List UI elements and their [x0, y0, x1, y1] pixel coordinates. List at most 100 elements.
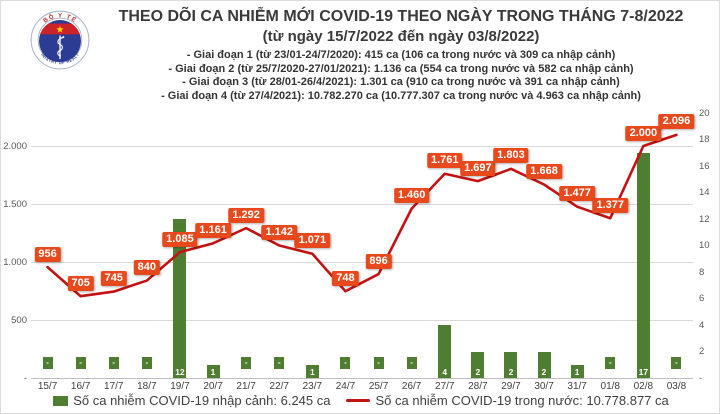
y2-axis-tick-label: 6	[699, 293, 705, 304]
line-point-label: 2.000	[625, 125, 662, 141]
line-point-label: 745	[100, 271, 127, 287]
legend-line-label: Số ca nhiễm COVID-19 trong nước: 10.778.…	[375, 393, 669, 408]
x-axis-tick-label: 25/7	[368, 381, 389, 392]
y-axis-tick-label: -	[23, 373, 27, 384]
line-point-label: 840	[133, 260, 161, 276]
x-axis-tick-label: 16/7	[70, 381, 91, 392]
import-cases-zero-marker: -	[108, 357, 119, 369]
legend-line-swatch-icon	[346, 399, 371, 402]
import-cases-bar: 2	[471, 351, 485, 378]
import-cases-bar: 4	[438, 325, 452, 378]
y2-axis-tick-label: 10	[699, 240, 710, 251]
y-axis-tick-label: 1.500	[3, 199, 27, 210]
line-point-label: 1.477	[559, 186, 595, 202]
y-axis-tick-label: 500	[11, 315, 27, 326]
x-axis-tick-label: 24/7	[335, 381, 356, 392]
line-point-label: 956	[34, 246, 61, 262]
bar-value-label: 2	[541, 367, 547, 377]
x-axis-tick-label: 31/7	[567, 381, 587, 392]
line-point-label: 1.803	[493, 148, 529, 164]
legend-item-imported: Số ca nhiễm COVID-19 nhập cảnh: 6.245 ca	[53, 393, 330, 408]
import-cases-zero-marker: -	[340, 357, 351, 369]
stage-2-summary: - Giai đoạn 2 (từ 25/7/2020-27/01/2021):…	[168, 62, 634, 75]
y2-axis-tick-label: -	[699, 372, 703, 384]
x-axis-tick-label: 27/7	[435, 381, 455, 392]
legend-bar-swatch-icon	[53, 395, 69, 406]
import-cases-zero-marker: -	[671, 357, 682, 369]
import-cases-zero-marker: -	[141, 357, 152, 369]
bar-value-label: 2	[475, 367, 481, 377]
import-cases-zero-marker: -	[373, 357, 384, 369]
bar-value-label: 17	[638, 367, 649, 377]
ministry-of-health-logo: BỘ Y TẾ MINISTRY OF HEALTH	[29, 5, 90, 70]
line-point-label: 1.460	[393, 188, 430, 204]
y-axis-tick-label: 2.000	[3, 141, 27, 152]
stage-summary-list: - Giai đoạn 1 (từ 23/01-24/7/2020): 415 …	[89, 49, 713, 103]
bar-value-label: 1	[574, 367, 580, 377]
import-cases-zero-marker: -	[274, 357, 285, 369]
y-axis-tick-label: 1.000	[3, 257, 27, 268]
import-cases-zero-marker: -	[241, 357, 252, 369]
x-axis-line	[31, 378, 693, 379]
line-point-label: 1.761	[426, 153, 463, 169]
stage-3-summary: - Giai đoạn 3 (từ 28/01-26/4/2021): 1.30…	[182, 76, 620, 88]
x-axis-tick-label: 21/7	[236, 381, 256, 392]
legend-item-domestic: Số ca nhiễm COVID-19 trong nước: 10.778.…	[346, 393, 669, 408]
line-point-label: 1.292	[228, 207, 264, 223]
header: THEO DÕI CA NHIỄM MỚI COVID-19 THEO NGÀY…	[89, 7, 713, 103]
y2-axis-tick-label: 18	[699, 134, 710, 145]
import-cases-zero-marker: -	[605, 357, 616, 369]
x-axis-tick-label: 02/8	[633, 381, 654, 392]
legend: Số ca nhiễm COVID-19 nhập cảnh: 6.245 ca…	[1, 393, 719, 408]
y2-axis-tick-label: 16	[699, 160, 710, 172]
x-axis-tick-label: 29/7	[501, 381, 521, 392]
line-point-label: 705	[67, 275, 94, 291]
import-cases-bar: 2	[504, 351, 518, 378]
page-title: THEO DÕI CA NHIỄM MỚI COVID-19 THEO NGÀY…	[118, 8, 684, 25]
import-cases-bar: 1	[305, 364, 319, 378]
line-point-label: 896	[365, 253, 392, 269]
x-axis-tick-label: 15/7	[37, 381, 58, 392]
line-point-label: 1.161	[195, 222, 231, 238]
line-point-label: 1.142	[261, 225, 298, 241]
x-axis-tick-label: 28/7	[468, 381, 488, 392]
import-cases-bar: 1	[570, 364, 584, 378]
x-axis-tick-label: 03/8	[666, 381, 687, 392]
import-cases-bar: 17	[636, 152, 650, 378]
line-point-label: 2.096	[658, 114, 695, 130]
line-point-label: 1.085	[162, 231, 198, 247]
import-cases-zero-marker: -	[42, 357, 53, 369]
gridline	[31, 262, 693, 263]
line-point-label: 1.377	[592, 197, 629, 213]
stage-4-summary: - Giai đoạn 4 (từ 27/4/2021): 10.782.270…	[161, 89, 641, 102]
y2-axis-tick-label: 20	[699, 107, 710, 119]
page-subtitle: (từ ngày 15/7/2022 đến ngày 03/8/2022)	[262, 28, 540, 45]
import-cases-zero-marker: -	[75, 357, 86, 369]
x-axis-tick-label: 26/7	[401, 381, 422, 392]
y2-axis-tick-label: 12	[699, 213, 710, 225]
bar-value-label: 4	[442, 367, 448, 377]
y2-axis-tick-label: 8	[699, 266, 705, 278]
gridline	[31, 146, 693, 147]
import-cases-zero-marker: -	[406, 357, 417, 369]
line-point-label: 748	[332, 270, 359, 286]
x-axis-tick-label: 22/7	[269, 381, 289, 392]
import-cases-bar: 1	[206, 364, 220, 378]
logo-rod-of-asclepius-icon	[57, 35, 65, 60]
bar-value-label: 12	[175, 367, 185, 377]
line-point-label: 1.071	[294, 233, 331, 249]
gridline	[31, 320, 693, 321]
x-axis-tick-label: 23/7	[302, 381, 323, 392]
bar-value-label: 2	[508, 367, 514, 377]
stage-1-summary: - Giai đoạn 1 (từ 23/01-24/7/2020): 415 …	[186, 49, 616, 61]
x-axis-tick-label: 18/7	[137, 381, 157, 392]
bar-value-label: 1	[210, 367, 216, 377]
line-point-label: 1.668	[526, 164, 562, 179]
y2-axis-tick-label: 14	[699, 187, 710, 198]
x-axis-tick-label: 30/7	[534, 381, 554, 392]
y2-axis-tick-label: 2	[699, 346, 705, 357]
bar-value-label: 1	[309, 367, 315, 377]
x-axis-tick-label: 17/7	[104, 381, 124, 392]
